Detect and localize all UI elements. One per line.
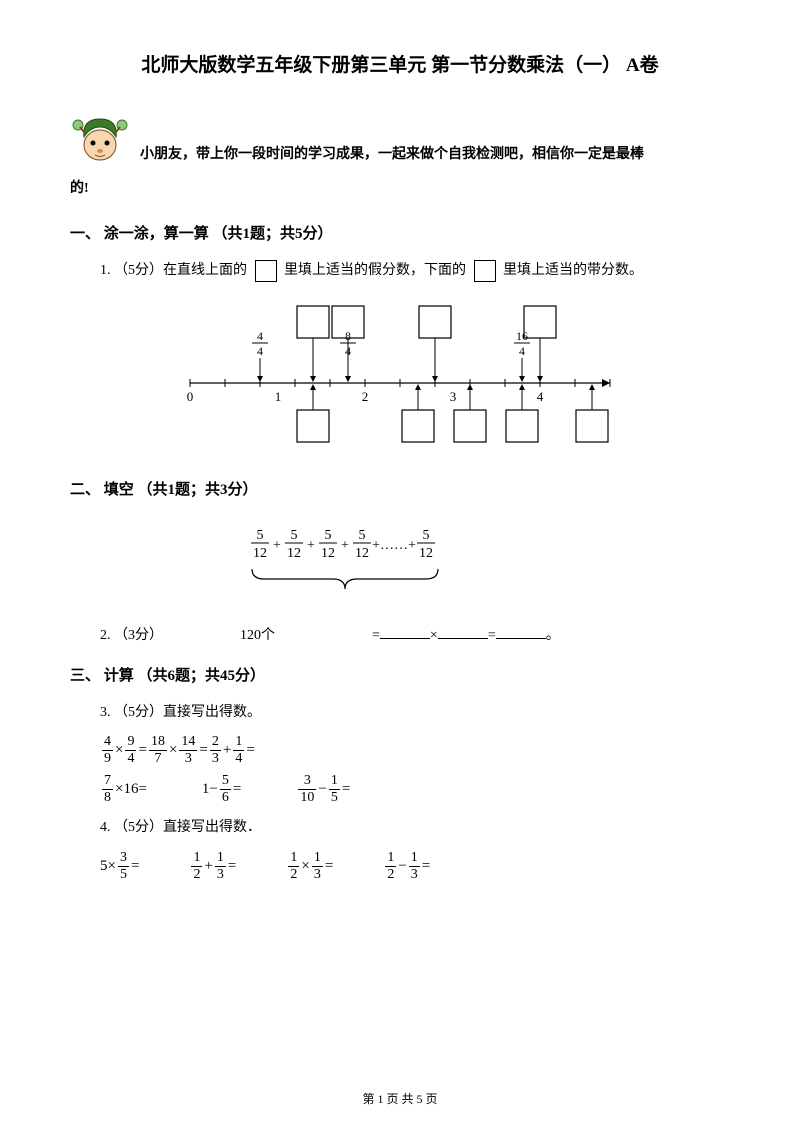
svg-text:2: 2 [362, 389, 369, 404]
math-expression: 12 − 13 = [383, 851, 430, 882]
question-2: 2. （3分） 120个 =×=。 [100, 624, 730, 644]
question-3: 3. （5分）直接写出得数。 [100, 700, 730, 725]
svg-text:+……+: +……+ [372, 538, 416, 553]
mascot-icon [70, 107, 130, 167]
fraction: 310 [298, 774, 316, 805]
blank-underline [380, 625, 430, 639]
svg-text:12: 12 [321, 546, 335, 561]
section-2-header: 二、 填空 （共1题；共3分） [70, 478, 730, 499]
svg-text:4: 4 [257, 344, 263, 358]
svg-text:4: 4 [519, 344, 525, 358]
intro-text-1: 小朋友，带上你一段时间的学习成果，一起来做个自我检测吧，相信你一定是最棒 [140, 142, 730, 167]
svg-text:+: + [341, 538, 349, 553]
intro-text-2: 的! [70, 177, 730, 197]
math-expression: 12 + 13 = [189, 851, 236, 882]
fraction: 12 [191, 851, 202, 882]
number-line-figure: 012344484164 [70, 298, 730, 453]
svg-text:5: 5 [257, 528, 264, 543]
svg-text:12: 12 [355, 546, 369, 561]
svg-text:5: 5 [359, 528, 366, 543]
svg-text:5: 5 [291, 528, 298, 543]
q2-tail: 。 [546, 628, 560, 643]
svg-text:5: 5 [423, 528, 430, 543]
math-expression: 310 − 15 = [296, 774, 350, 805]
fraction: 14 [233, 735, 244, 766]
blank-underline [496, 625, 546, 639]
q1-suffix: 里填上适当的带分数。 [503, 263, 643, 278]
svg-text:+: + [273, 538, 281, 553]
fraction: 12 [288, 851, 299, 882]
blank-box-icon [255, 260, 277, 282]
fraction: 56 [220, 774, 231, 805]
svg-text:12: 12 [287, 546, 301, 561]
math-expression: 12 × 13 = [286, 851, 333, 882]
svg-text:1: 1 [275, 389, 282, 404]
fraction: 13 [215, 851, 226, 882]
q2-label: 2. （3分） [100, 628, 163, 643]
fraction: 15 [329, 774, 340, 805]
q1-mid: 里填上适当的假分数，下面的 [284, 263, 466, 278]
fraction: 13 [409, 851, 420, 882]
brace-expression: 512+512+512+512+……+512 [70, 514, 730, 614]
fraction: 143 [179, 735, 197, 766]
math-row-1: 49 × 94 = 187 × 143 = 23 + 14 = [100, 735, 730, 766]
fraction: 35 [118, 851, 129, 882]
fraction: 13 [312, 851, 323, 882]
svg-text:3: 3 [450, 389, 457, 404]
section-1-header: 一、 涂一涂，算一算 （共1题；共5分） [70, 222, 730, 243]
section-3-header: 三、 计算 （共6题；共45分） [70, 664, 730, 685]
svg-text:16: 16 [516, 329, 528, 343]
intro-row: 小朋友，带上你一段时间的学习成果，一起来做个自我检测吧，相信你一定是最棒 [70, 107, 730, 167]
blank-underline [438, 625, 488, 639]
svg-text:0: 0 [187, 389, 194, 404]
math-row-3: 5× 35 = 12 + 13 = 12 × 13 = 12 − 13 = [100, 851, 730, 882]
q2-count: 120个 [240, 628, 275, 643]
math-expression: 5× 35 = [100, 851, 139, 882]
question-4: 4. （5分）直接写出得数． [100, 815, 730, 840]
fraction: 49 [102, 735, 113, 766]
math-expression: 49 × 94 = 187 × 143 = 23 + 14 = [100, 735, 255, 766]
question-1: 1. （5分）在直线上面的 里填上适当的假分数，下面的 里填上适当的带分数。 [100, 258, 730, 283]
svg-text:4: 4 [257, 329, 263, 343]
svg-text:+: + [307, 538, 315, 553]
math-expression: 1− 56 = [202, 774, 241, 805]
fraction: 94 [125, 735, 136, 766]
page-footer: 第 1 页 共 5 页 [0, 1090, 800, 1107]
fraction: 12 [385, 851, 396, 882]
page-title: 北师大版数学五年级下册第三单元 第一节分数乘法（一） A卷 [70, 50, 730, 77]
math-expression: 78 ×16= [100, 774, 147, 805]
math-row-2: 78 ×16= 1− 56 = 310 − 15 = [100, 774, 730, 805]
fraction: 187 [149, 735, 167, 766]
q1-prefix: 1. （5分）在直线上面的 [100, 263, 247, 278]
svg-text:12: 12 [419, 546, 433, 561]
blank-box-icon [474, 260, 496, 282]
fraction: 78 [102, 774, 113, 805]
svg-text:4: 4 [537, 389, 544, 404]
svg-text:12: 12 [253, 546, 267, 561]
svg-text:5: 5 [325, 528, 332, 543]
fraction: 23 [210, 735, 221, 766]
